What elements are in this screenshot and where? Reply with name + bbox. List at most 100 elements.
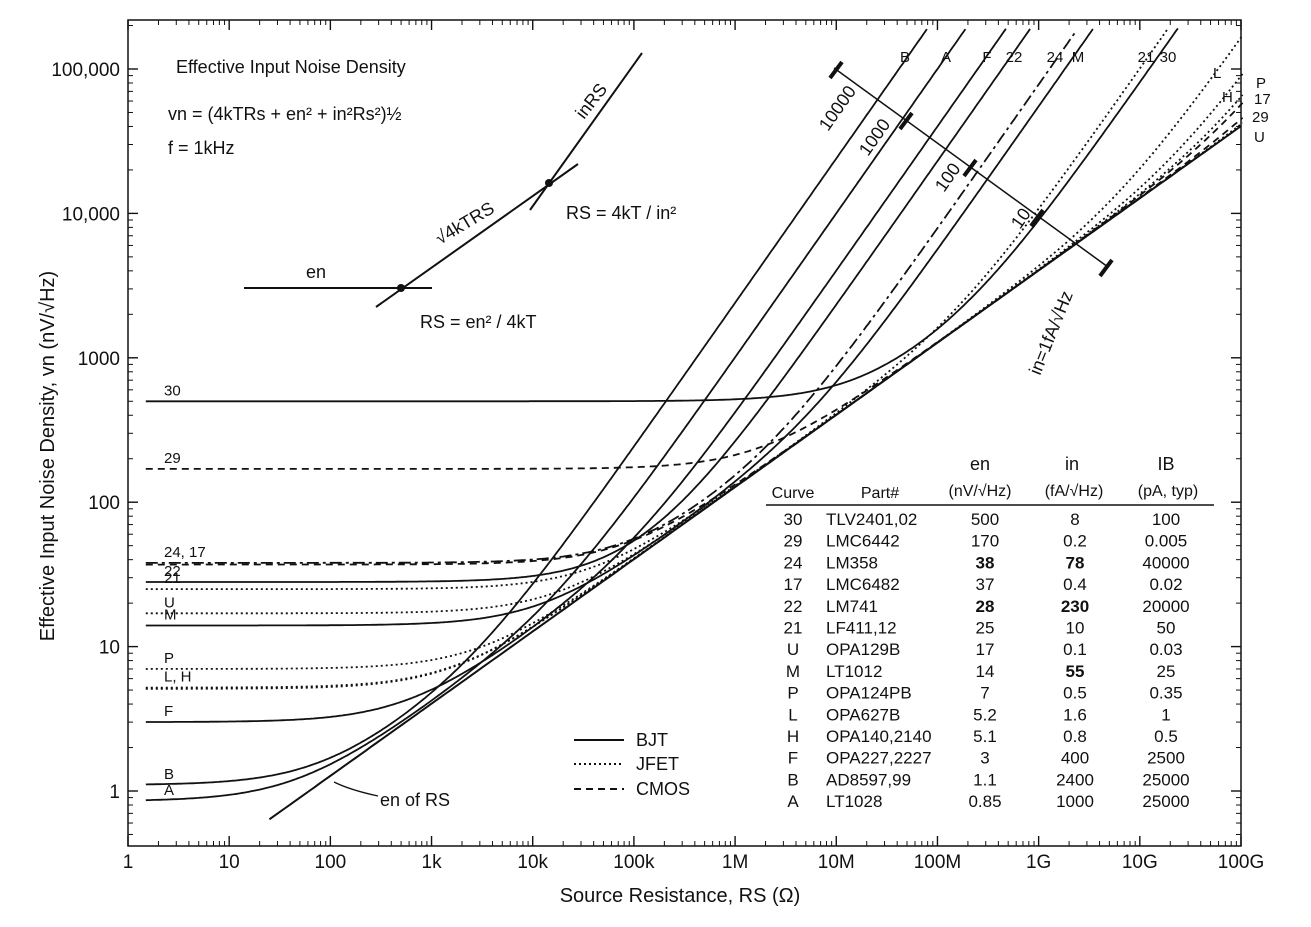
table-row: B AD8597,99 1.1 2400 25000 — [787, 770, 1189, 789]
legend: BJT JFET CMOS — [574, 730, 690, 799]
row-en: 3 — [980, 749, 989, 768]
row-ib: 0.005 — [1145, 532, 1188, 551]
row-curve: 17 — [784, 575, 803, 594]
row-part: OPA140,2140 — [826, 727, 932, 746]
formula-label: vn = (4kTRs + en² + in²Rs²)½ — [168, 104, 402, 124]
y-tick-label: 10 — [99, 638, 120, 659]
table-head-ib-unit: (pA, typ) — [1138, 483, 1198, 500]
row-part: LM358 — [826, 553, 878, 572]
series-label-21: 21 — [164, 570, 181, 587]
table-row: L OPA627B 5.2 1.6 1 — [788, 705, 1170, 724]
row-part: LMC6482 — [826, 575, 900, 594]
row-en: 1.1 — [973, 770, 997, 789]
y-tick-label: 1000 — [78, 349, 120, 370]
table-row: 24 LM358 38 78 40000 — [784, 553, 1190, 572]
row-ib: 1 — [1161, 705, 1170, 724]
series-line-21 — [145, 28, 1169, 590]
row-en: 28 — [976, 597, 995, 616]
top-curve-label: 22 — [1006, 49, 1023, 66]
row-curve: P — [787, 684, 798, 703]
table-row: 30 TLV2401,02 500 8 100 — [784, 510, 1181, 529]
row-en: 500 — [971, 510, 999, 529]
table-row: F OPA227,2227 3 400 2500 — [788, 749, 1185, 768]
series-label-22: 22 — [164, 563, 181, 580]
row-curve: 30 — [784, 510, 803, 529]
y-tick-label: 100,000 — [51, 60, 120, 81]
series-line-f — [145, 28, 1007, 723]
y-tick-label: 10,000 — [62, 204, 120, 225]
y-tick-label: 100 — [88, 493, 120, 514]
row-curve: 29 — [784, 532, 803, 551]
row-curve: 24 — [784, 553, 803, 572]
series-label-b: B — [164, 766, 174, 783]
en-of-rs-label: en of RS — [380, 790, 450, 810]
series-line-a — [145, 28, 967, 802]
table-row: 21 LF411,12 25 10 50 — [784, 619, 1176, 638]
x-tick-label: 100M — [914, 852, 962, 873]
row-en: 170 — [971, 532, 999, 551]
row-in: 78 — [1066, 553, 1085, 572]
row-en: 38 — [976, 553, 995, 572]
row-ib: 2500 — [1147, 749, 1185, 768]
series-label-l: L, H — [164, 669, 192, 686]
series-line-22 — [145, 28, 1031, 583]
row-in: 10 — [1066, 619, 1085, 638]
table-row: A LT1028 0.85 1000 25000 — [787, 792, 1189, 811]
inrs-intersection-dot — [545, 179, 553, 187]
table-head-ib: IB — [1157, 454, 1174, 474]
top-curve-label: M — [1072, 49, 1085, 66]
series-label-p: P — [164, 650, 174, 667]
series-label-24: 24, 17 — [164, 544, 206, 561]
row-in: 0.4 — [1063, 575, 1087, 594]
row-ib: 40000 — [1142, 553, 1189, 572]
row-en: 37 — [976, 575, 995, 594]
x-tick-label: 10k — [517, 852, 548, 873]
row-in: 2400 — [1056, 770, 1094, 789]
table-head-in-unit: (fA/√Hz) — [1045, 483, 1104, 500]
row-part: OPA627B — [826, 705, 900, 724]
row-in: 1.6 — [1063, 705, 1087, 724]
row-ib: 50 — [1157, 619, 1176, 638]
row-ib: 25 — [1157, 662, 1176, 681]
table-row: U OPA129B 17 0.1 0.03 — [787, 640, 1183, 659]
in-scale-tick — [1098, 258, 1114, 278]
row-part: TLV2401,02 — [826, 510, 917, 529]
row-in: 0.5 — [1063, 684, 1087, 703]
top-curve-label: B — [900, 49, 910, 66]
table-head-en-unit: (nV/√Hz) — [948, 483, 1011, 500]
in-scale-label: 1000 — [855, 115, 894, 159]
row-ib: 0.03 — [1149, 640, 1182, 659]
en-intersection-dot — [397, 284, 405, 292]
row-en: 0.85 — [968, 792, 1001, 811]
row-curve: 21 — [784, 619, 803, 638]
y-axis-title: Effective Input Noise Density, vn (nV/√H… — [37, 271, 59, 641]
x-tick-label: 1 — [123, 852, 134, 873]
series-line-29 — [145, 117, 1244, 470]
chart-title: Effective Input Noise Density — [176, 57, 406, 77]
row-ib: 0.5 — [1154, 727, 1178, 746]
table-row: 22 LM741 28 230 20000 — [784, 597, 1190, 616]
x-axis-title: Source Resistance, RS (Ω) — [560, 885, 801, 907]
row-en: 5.1 — [973, 727, 997, 746]
series-line-m — [145, 28, 1094, 627]
row-curve: A — [787, 792, 799, 811]
row-part: AD8597,99 — [826, 770, 911, 789]
row-curve: H — [787, 727, 799, 746]
axis-ticks: 1 10 100 1k 10k 100k 1M 10M 100M 1G 10G 100G1101001… — [51, 20, 1264, 873]
rs-eq-top-label: RS = 4kT / in² — [566, 203, 676, 223]
row-en: 14 — [976, 662, 995, 681]
row-en: 5.2 — [973, 705, 997, 724]
series-line-b — [145, 28, 928, 786]
series-label-a: A — [164, 782, 174, 799]
row-part: OPA124PB — [826, 684, 912, 703]
row-in: 400 — [1061, 749, 1089, 768]
row-curve: F — [788, 749, 798, 768]
row-part: LT1012 — [826, 662, 882, 681]
series-label-30: 30 — [164, 382, 181, 399]
row-ib: 25000 — [1142, 792, 1189, 811]
rs-eq-bottom-label: RS = en² / 4kT — [420, 312, 537, 332]
right-curve-label: 17 — [1254, 91, 1271, 108]
in-scale-tick — [898, 111, 914, 131]
